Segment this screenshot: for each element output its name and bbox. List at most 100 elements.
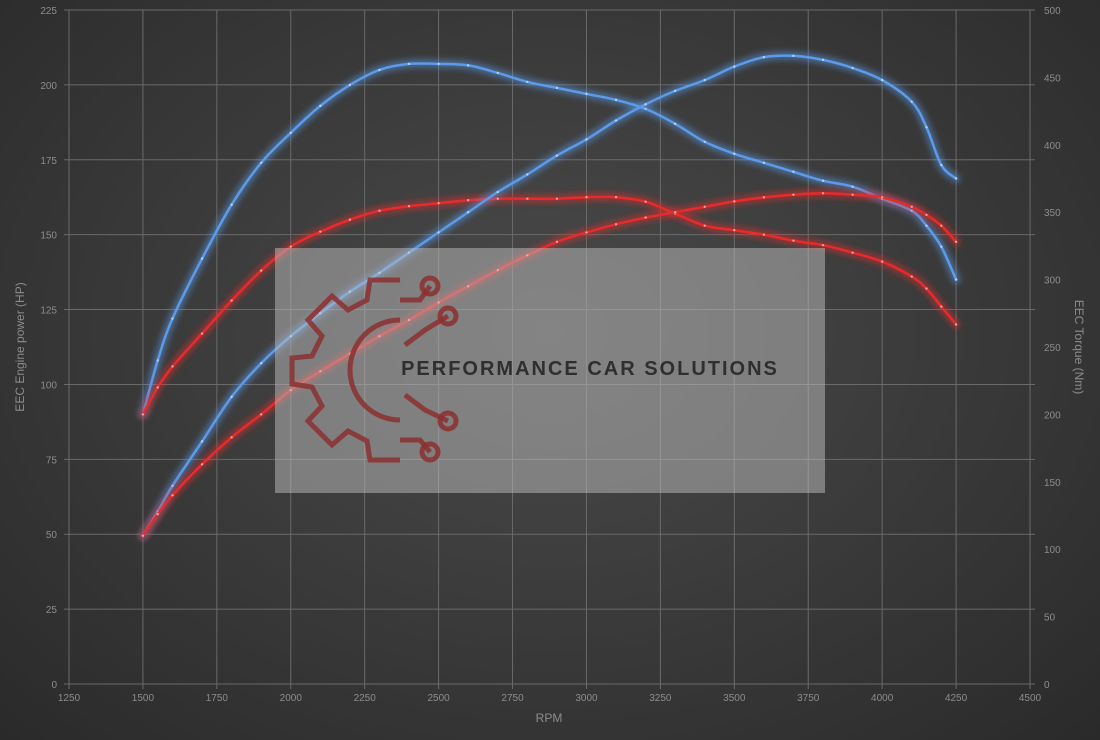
data-point [703,205,706,209]
data-point [466,64,470,67]
y-right-tick-label: 50 [1044,613,1056,624]
data-point [200,440,204,443]
data-point [496,197,499,200]
data-point [289,131,292,135]
y-left-tick-label: 125 [40,306,57,317]
data-point [171,365,174,368]
data-point [910,275,913,278]
data-point [940,163,943,167]
data-point [703,140,706,144]
y-right-tick-label: 300 [1044,276,1061,287]
data-point [156,359,159,362]
y-right-tick-label: 0 [1044,680,1050,691]
data-point [851,193,854,196]
data-point [200,257,204,260]
y-left-tick-label: 0 [51,680,57,691]
data-point [792,54,795,58]
y-right-tick-label: 350 [1044,208,1061,219]
data-point [585,231,588,234]
data-point [319,230,322,233]
data-point [925,287,928,290]
x-tick-label: 4000 [871,693,894,704]
data-point [230,436,233,439]
y-left-tick-label: 175 [40,156,57,167]
data-point [673,211,677,214]
data-point [762,55,766,59]
data-point [733,200,736,203]
x-tick-label: 3250 [649,693,672,704]
data-point [910,205,913,209]
y-right-tick-label: 250 [1044,343,1061,354]
data-point [466,199,470,202]
data-point [954,177,958,180]
data-point [925,224,928,227]
x-tick-label: 2500 [427,693,450,704]
data-point [230,203,233,206]
data-point [466,211,470,214]
data-point [703,78,706,82]
data-point [792,239,795,242]
data-point [437,202,440,205]
x-tick-label: 1750 [206,693,229,704]
data-point [348,218,352,221]
data-point [673,122,677,126]
series-power_tuned [138,58,961,419]
data-point [555,240,559,244]
gear-circuit-logo [289,275,459,463]
y-left-tick-label: 50 [46,530,58,541]
data-point [925,213,928,217]
x-tick-label: 2750 [501,693,524,704]
data-point [526,197,529,200]
data-point [762,233,766,236]
data-point [200,463,204,466]
data-point [851,66,854,70]
data-point [614,98,618,102]
data-point [821,243,825,247]
series-lines [138,51,961,541]
watermark: PERFORMANCE CAR SOLUTIONS [275,248,825,493]
data-point [260,361,263,365]
data-point [614,196,618,199]
data-point [644,200,647,203]
data-point [821,58,825,62]
data-point [954,278,958,281]
y-left-tick-label: 100 [40,380,57,391]
data-point [910,100,913,103]
y-left-axis-ticks: 0 25 50 75 100 125 150 175 200 225 [40,6,57,691]
data-point [156,512,159,516]
x-axis-title: RPM [536,711,563,725]
data-point [171,317,174,320]
data-point [348,83,352,87]
data-point [496,190,499,194]
data-point [437,62,440,66]
data-point [378,68,381,72]
x-tick-label: 3750 [797,693,820,704]
data-point [733,152,736,155]
y-right-tick-label: 200 [1044,410,1061,421]
data-point [260,161,263,164]
data-point [319,104,322,108]
data-point [940,305,943,308]
data-point [880,260,884,263]
data-point [821,192,825,195]
y-right-axis-title: EEC Torque (Nm) [1072,300,1086,394]
data-point [792,170,795,173]
data-point [585,92,588,96]
data-point [260,269,263,272]
x-axis-ticks: 1250 1500 1750 2000 2250 2500 2750 3000 3250 3500… [58,693,1042,704]
series-power_stock [138,192,961,419]
data-point [821,179,825,182]
data-point [407,205,411,208]
y-right-tick-label: 500 [1044,6,1061,17]
data-point [289,245,292,248]
y-left-tick-label: 150 [40,231,57,242]
data-point [555,86,559,90]
data-point [141,413,145,416]
x-tick-label: 3000 [575,693,598,704]
data-point [851,185,854,188]
data-point [851,251,854,254]
data-point [733,65,736,68]
data-point [762,196,766,199]
data-point [954,323,958,326]
